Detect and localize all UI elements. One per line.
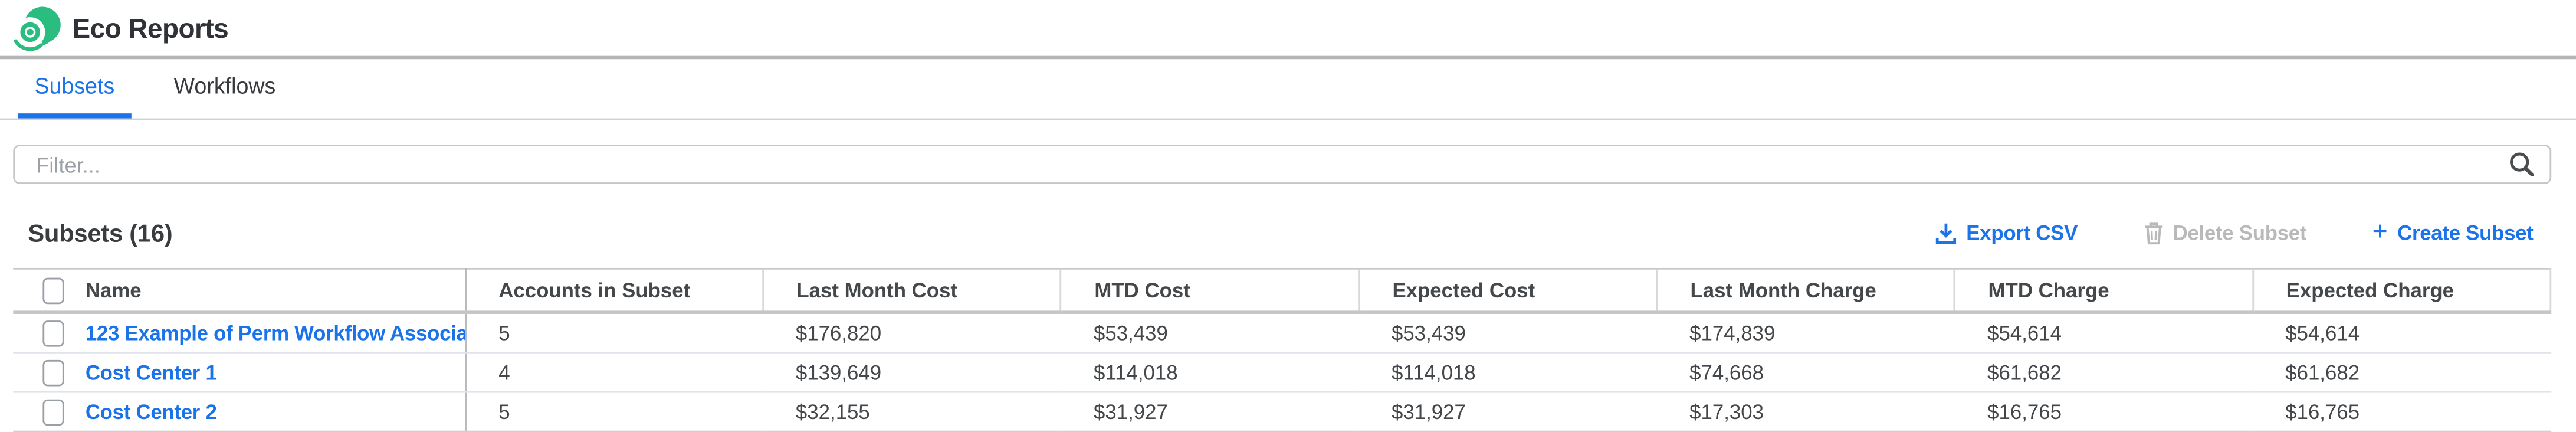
table-actions: Export CSV Delete Subset + Create Subset [1935, 218, 2534, 247]
subset-name-link[interactable]: Cost Center 2 [85, 400, 217, 424]
filter-bar [13, 145, 2552, 184]
cell-expected-cost: $53,439 [1358, 312, 1657, 354]
table-row: Cost Center 2 5 $32,155 $31,927 $31,927 … [13, 392, 2551, 432]
subsets-table: Name Accounts in Subset Last Month Cost … [13, 267, 2552, 432]
column-header-mtd-charge[interactable]: MTD Charge [1954, 267, 2253, 314]
column-header-mtd-cost[interactable]: MTD Cost [1059, 267, 1359, 314]
column-header-last-month-charge[interactable]: Last Month Charge [1656, 267, 1955, 314]
eco-logo-icon [14, 6, 61, 51]
page-title: Eco Reports [72, 14, 229, 44]
table-header-row: Name Accounts in Subset Last Month Cost … [13, 267, 2552, 314]
download-icon [1935, 222, 1956, 245]
table-row: 123 Example of Perm Workflow Association… [13, 312, 2551, 354]
cell-mtd-cost: $114,018 [1061, 352, 1359, 393]
create-subset-button[interactable]: + Create Subset [2372, 218, 2534, 247]
cell-last-month-charge: $174,839 [1656, 312, 1955, 354]
trash-icon [2143, 222, 2162, 245]
cell-expected-cost: $114,018 [1358, 352, 1657, 393]
row-checkbox[interactable] [42, 398, 64, 425]
cell-last-month-cost: $176,820 [763, 312, 1061, 354]
column-header-accounts-in-subset[interactable]: Accounts in Subset [465, 267, 763, 314]
cell-expected-cost: $31,927 [1358, 392, 1657, 432]
column-header-expected-cost[interactable]: Expected Cost [1357, 267, 1657, 314]
tab-bar: Subsets Workflows [0, 59, 2576, 120]
column-header-name[interactable]: Name [13, 267, 466, 314]
delete-subset-button[interactable]: Delete Subset [2143, 222, 2306, 245]
cell-accounts: 4 [465, 352, 763, 393]
delete-subset-label: Delete Subset [2173, 221, 2307, 245]
cell-last-month-cost: $139,649 [763, 352, 1061, 393]
tab-subsets[interactable]: Subsets [18, 59, 132, 119]
cell-accounts: 5 [465, 312, 763, 354]
row-checkbox[interactable] [42, 359, 64, 386]
plus-icon: + [2372, 218, 2388, 247]
table-row: Cost Center 1 4 $139,649 $114,018 $114,0… [13, 352, 2551, 393]
app-header: Eco Reports [0, 0, 2576, 60]
export-csv-label: Export CSV [1966, 221, 2078, 245]
cell-last-month-cost: $32,155 [763, 392, 1061, 432]
list-header-row: Subsets (16) Export CSV [28, 217, 2534, 250]
cell-mtd-charge: $61,682 [1954, 352, 2253, 393]
subsets-count-heading: Subsets (16) [28, 219, 173, 248]
cell-last-month-charge: $17,303 [1656, 392, 1955, 432]
cell-mtd-charge: $16,765 [1954, 392, 2253, 432]
cell-mtd-charge: $54,614 [1954, 312, 2253, 354]
column-header-expected-charge[interactable]: Expected Charge [2252, 267, 2552, 314]
subset-name-link[interactable]: Cost Center 1 [85, 361, 217, 384]
cell-accounts: 5 [465, 392, 763, 432]
cell-last-month-charge: $74,668 [1656, 352, 1955, 393]
filter-input[interactable] [13, 145, 2552, 184]
cell-mtd-cost: $31,927 [1061, 392, 1359, 432]
create-subset-label: Create Subset [2397, 221, 2534, 245]
subset-name-link[interactable]: 123 Example of Perm Workflow Association [85, 321, 465, 345]
cell-expected-charge: $54,614 [2252, 312, 2551, 354]
tab-workflows[interactable]: Workflows [173, 74, 276, 99]
search-icon [2510, 152, 2534, 177]
export-csv-button[interactable]: Export CSV [1935, 222, 2078, 245]
column-header-last-month-cost[interactable]: Last Month Cost [762, 267, 1061, 314]
select-all-checkbox[interactable] [42, 277, 64, 303]
cell-expected-charge: $61,682 [2252, 352, 2551, 393]
cell-mtd-cost: $53,439 [1061, 312, 1359, 354]
cell-expected-charge: $16,765 [2252, 392, 2551, 432]
row-checkbox[interactable] [42, 319, 64, 346]
